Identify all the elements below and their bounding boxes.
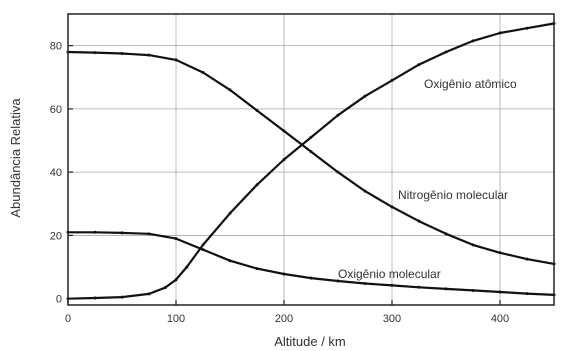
- data-point: [120, 52, 124, 56]
- data-point: [282, 272, 286, 276]
- data-point: [336, 170, 340, 174]
- data-point: [174, 237, 178, 241]
- data-point: [444, 287, 448, 291]
- x-axis-label: Altitude / km: [274, 334, 346, 349]
- data-point: [201, 243, 205, 247]
- data-point: [120, 231, 124, 235]
- data-point: [363, 94, 367, 98]
- x-tick-label: 100: [167, 313, 185, 325]
- data-point: [309, 150, 313, 154]
- data-point: [471, 39, 475, 43]
- data-point: [163, 286, 167, 290]
- data-point: [363, 189, 367, 193]
- data-point: [471, 243, 475, 247]
- data-point: [255, 267, 259, 271]
- data-point: [309, 135, 313, 139]
- data-point: [471, 288, 475, 292]
- tick-group: 0 100 200 300 400 0 20 40 60 80: [50, 41, 509, 325]
- x-tick-label: 200: [275, 313, 293, 325]
- data-point: [228, 88, 232, 92]
- y-tick-label: 20: [50, 230, 62, 242]
- annotation-nitrogenio-molecular: Nitrogênio molecular: [398, 188, 508, 202]
- data-point: [93, 230, 97, 234]
- data-point: [282, 158, 286, 161]
- data-point: [336, 279, 340, 283]
- data-point: [201, 248, 205, 252]
- data-point: [525, 26, 529, 30]
- y-tick-label: 80: [50, 41, 62, 53]
- data-point: [363, 281, 367, 285]
- y-tick-label: 0: [56, 294, 62, 306]
- data-point: [255, 183, 259, 187]
- y-tick-label: 60: [50, 104, 62, 116]
- series-group: [66, 21, 556, 301]
- data-point: [390, 205, 394, 209]
- x-tick-label: 300: [383, 313, 401, 325]
- data-point: [120, 295, 124, 299]
- data-point: [147, 292, 151, 296]
- data-point: [282, 129, 286, 133]
- data-point: [201, 71, 205, 75]
- data-point: [417, 219, 421, 223]
- plot-frame: [67, 13, 555, 306]
- data-point: [390, 283, 394, 287]
- series-line-oxigenio-molecular: [68, 231, 555, 296]
- data-point: [147, 232, 151, 236]
- data-point: [93, 51, 97, 55]
- y-axis-label: Abundância Relativa: [8, 98, 23, 218]
- x-tick-label: 400: [491, 313, 509, 325]
- data-point: [525, 292, 529, 296]
- data-point: [498, 31, 502, 35]
- data-point: [309, 276, 313, 280]
- data-point: [228, 211, 232, 215]
- data-point: [525, 257, 529, 261]
- data-point: [93, 296, 97, 300]
- data-point: [417, 63, 421, 67]
- data-point: [498, 290, 502, 294]
- data-point: [417, 285, 421, 289]
- x-tick-label: 0: [65, 313, 71, 325]
- data-point: [255, 108, 259, 112]
- data-point: [174, 58, 178, 62]
- data-point: [336, 113, 340, 117]
- series-line-oxigenio-atomico: [67, 22, 555, 300]
- y-tick-label: 40: [50, 167, 62, 179]
- data-point: [147, 53, 151, 57]
- annotation-oxigenio-atomico: Oxigênio atômico: [424, 77, 517, 91]
- data-point: [185, 265, 189, 269]
- data-point: [174, 278, 178, 282]
- data-point: [444, 232, 448, 236]
- data-point: [228, 259, 232, 263]
- annotation-oxigenio-molecular: Oxigênio molecular: [338, 267, 441, 281]
- data-point: [390, 78, 394, 82]
- data-point: [498, 251, 502, 255]
- data-point: [444, 50, 448, 54]
- grid: [68, 14, 554, 305]
